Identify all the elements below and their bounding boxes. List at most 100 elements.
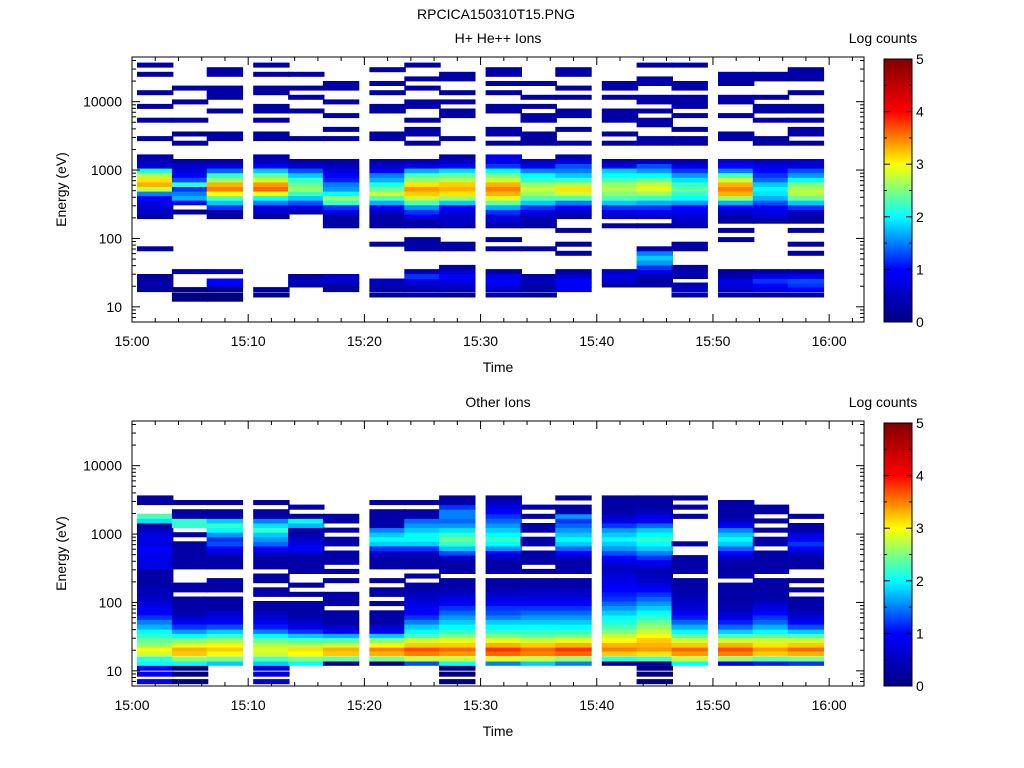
heatmap-cell [671, 269, 708, 275]
heatmap-cell [601, 582, 639, 588]
heatmap-cell [404, 523, 441, 529]
heatmap-cell [636, 81, 673, 86]
heatmap-cell [322, 168, 360, 174]
heatmap-cell [636, 573, 673, 579]
heatmap-cell [555, 646, 592, 652]
heatmap-cell [253, 564, 290, 570]
heatmap-cell [137, 90, 174, 96]
heatmap-cell [485, 628, 522, 634]
heatmap-cell [404, 646, 441, 652]
heatmap-cell [322, 637, 360, 643]
heatmap-cell [671, 628, 708, 634]
heatmap-cell [636, 504, 673, 510]
heatmap-cell [404, 559, 441, 565]
colorbar-tick-label: 4 [916, 104, 924, 120]
heatmap-cell [601, 564, 639, 570]
heatmap-cell [787, 587, 825, 593]
heatmap-cell [636, 177, 673, 183]
heatmap-cell [369, 642, 406, 648]
heatmap-cell [439, 136, 476, 142]
heatmap-cell [288, 610, 325, 616]
heatmap-cell [404, 527, 441, 533]
heatmap-cell [253, 209, 290, 215]
heatmap-cell [404, 99, 441, 105]
heatmap-cell [369, 195, 406, 201]
heatmap-cell [636, 122, 673, 128]
heatmap-cell [752, 269, 790, 275]
heatmap-cell [288, 619, 325, 625]
heatmap-cell [636, 587, 673, 593]
heatmap-cell [206, 200, 244, 206]
heatmap-cell [369, 287, 406, 293]
heatmap-cell [137, 154, 174, 160]
heatmap-cell [253, 665, 290, 671]
heatmap-cell [137, 545, 174, 551]
heatmap-cell [253, 651, 290, 657]
heatmap-cell [288, 108, 325, 114]
heatmap-cell [404, 292, 441, 298]
heatmap-cell [206, 67, 244, 73]
heatmap-cell [601, 209, 639, 215]
heatmap-cell [520, 177, 557, 183]
heatmap-cell [636, 646, 673, 652]
heatmap-cell [636, 656, 673, 662]
heatmap-cell [752, 71, 790, 77]
heatmap-cell [601, 159, 639, 164]
heatmap-cell [520, 651, 557, 657]
heatmap-cell [718, 195, 755, 201]
heatmap-cell [671, 495, 708, 501]
heatmap-cell [206, 136, 244, 142]
heatmap-cell [520, 292, 557, 298]
heatmap-cell [369, 131, 406, 137]
heatmap-cell [671, 94, 708, 100]
heatmap-cell [369, 518, 406, 524]
heatmap-cell [404, 163, 441, 169]
heatmap-cell [520, 601, 557, 607]
colorbar [883, 422, 913, 687]
heatmap-cell [752, 578, 790, 584]
x-tick-label: 16:00 [812, 697, 847, 713]
heatmap-cell [439, 99, 476, 105]
heatmap-cell [485, 637, 522, 643]
heatmap-cell [137, 656, 174, 662]
heatmap-cell [718, 269, 755, 275]
heatmap-cell [520, 587, 557, 593]
heatmap-cell [206, 90, 244, 96]
heatmap-cell [171, 596, 209, 602]
heatmap-cell [671, 223, 708, 229]
heatmap-cell [439, 610, 476, 616]
heatmap-cell [787, 536, 825, 542]
heatmap-cell [485, 646, 522, 652]
heatmap-cell [520, 633, 557, 639]
heatmap-cell [636, 509, 673, 515]
heatmap-cell [601, 191, 639, 197]
heatmap-cell [206, 177, 244, 183]
heatmap-cell [369, 550, 406, 556]
colorbar-tick-label: 2 [916, 209, 924, 225]
heatmap-cell [439, 633, 476, 639]
x-tick-label: 15:40 [579, 333, 614, 349]
heatmap-cell [601, 610, 639, 616]
heatmap-cell [787, 624, 825, 630]
heatmap-cell [171, 671, 209, 677]
heatmap-cell [171, 269, 209, 275]
heatmap-cell [520, 159, 557, 164]
heatmap-cell [206, 564, 244, 570]
heatmap-cell [253, 85, 290, 91]
heatmap-cell [752, 601, 790, 607]
heatmap-cell [787, 660, 825, 666]
heatmap-cell [520, 282, 557, 288]
heatmap-cell [636, 282, 673, 288]
heatmap-cell [555, 545, 592, 551]
heatmap-cell [404, 172, 441, 178]
heatmap-cell [787, 610, 825, 616]
figure-title: RPCICA150310T15.PNG [417, 6, 575, 22]
heatmap-cell [404, 62, 441, 68]
heatmap-cell [404, 195, 441, 201]
heatmap-cell [636, 545, 673, 551]
heatmap-cell [671, 163, 708, 169]
heatmap-cell [555, 204, 592, 210]
heatmap-cell [555, 564, 592, 570]
heatmap-cell [206, 509, 244, 515]
heatmap-cell [787, 637, 825, 643]
